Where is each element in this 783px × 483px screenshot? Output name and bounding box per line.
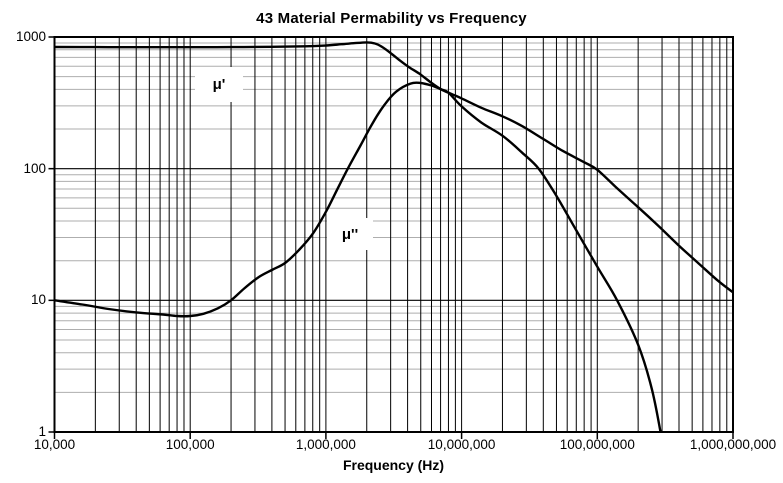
y-tick-label: 10 <box>30 292 46 308</box>
y-tick-label: 1 <box>38 424 46 439</box>
curve-mu-double-prime <box>54 81 662 432</box>
x-tick-label: 1,000,000,000 <box>689 437 777 452</box>
x-tick-label: 1,000,000 <box>295 437 356 452</box>
curve-mu-prime <box>54 41 733 294</box>
chart-title: 43 Material Permability vs Frequency <box>256 10 527 27</box>
x-tick-label: 10,000 <box>33 437 76 452</box>
grid-vertical <box>94 37 728 432</box>
grid-minor-horizontal <box>54 42 733 393</box>
plot-border <box>53 36 734 433</box>
series-label-mu-double-prime: μ'' <box>327 218 373 250</box>
grid-major-horizontal <box>54 168 733 301</box>
y-tick-label: 100 <box>23 160 46 176</box>
y-tick-label: 1000 <box>15 29 46 44</box>
x-tick-label: 10,000,000 <box>427 437 496 452</box>
series-label-mu-prime: μ' <box>195 67 243 102</box>
x-tick-label: 100,000 <box>165 437 215 452</box>
x-axis-title: Frequency (Hz) <box>342 457 445 473</box>
x-tick-label: 100,000,000 <box>559 437 635 452</box>
axis-ticks <box>48 36 734 439</box>
curves <box>54 41 733 432</box>
